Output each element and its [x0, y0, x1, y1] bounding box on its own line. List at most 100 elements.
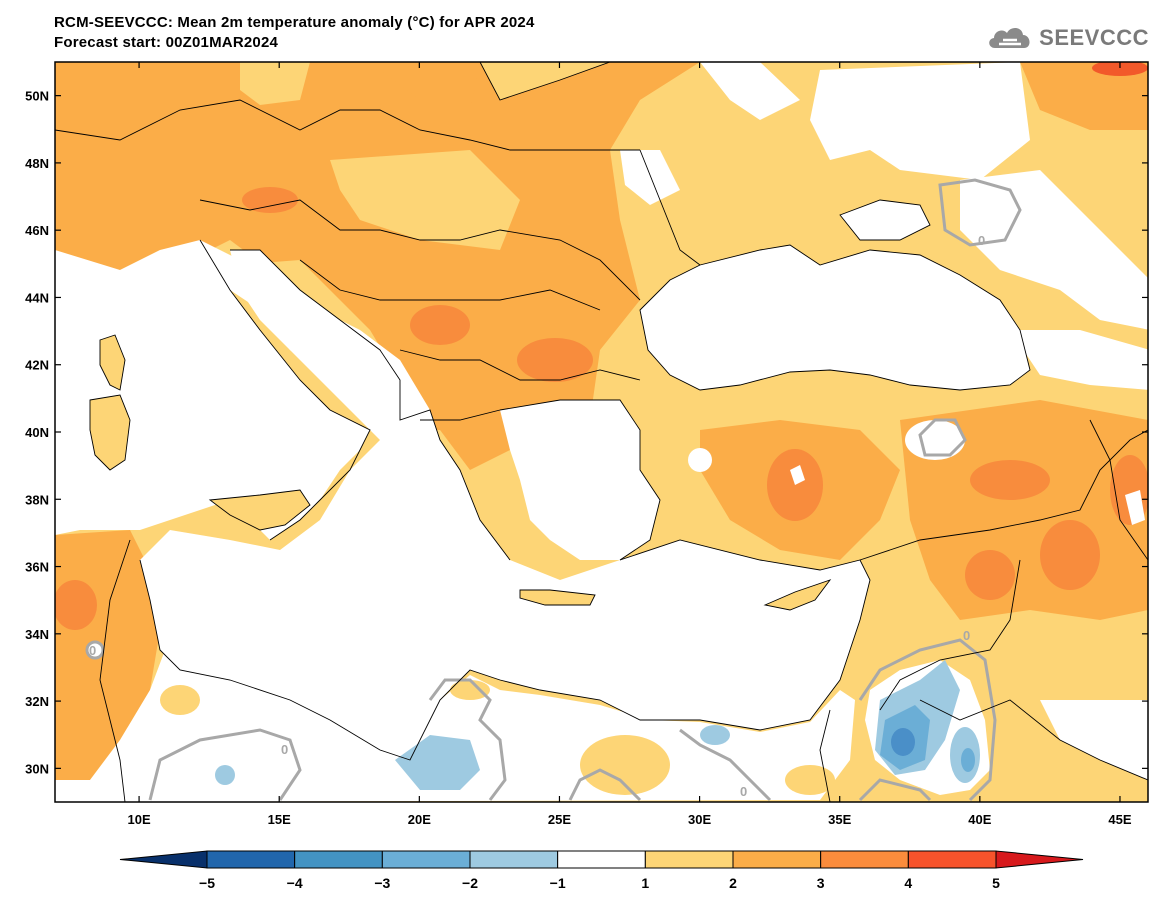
colorbar-label: −5: [199, 875, 215, 891]
zero-contour-libya-east: [428, 678, 507, 801]
zero-contour-egypt: [679, 728, 772, 802]
sea-tyrrhenian: [55, 240, 370, 540]
sea-adriatic: [230, 250, 400, 420]
colorbar-box: [294, 850, 383, 869]
patch-egypt-warm: [580, 735, 670, 795]
patch-sinai-warm: [785, 765, 835, 795]
colorbar-label: −1: [550, 875, 566, 891]
land-crete: [520, 590, 595, 605]
region-neutral-gulf: [1040, 700, 1148, 780]
sea-black: [640, 245, 1030, 390]
patch-neutral-anatolia: [790, 465, 805, 485]
sea-aegean: [500, 400, 660, 560]
lat-tick-label: 38N: [25, 492, 49, 507]
patch-tunisia-warm: [160, 685, 200, 715]
region-anom-2to3-central: [55, 62, 480, 110]
region-neutral-caucasus: [960, 170, 1148, 330]
hotspot-bulgaria: [517, 338, 593, 382]
lon-tick-label: 45E: [1108, 812, 1131, 827]
cold-patch-jordan-3: [891, 728, 915, 756]
contour-label-3: 0: [963, 628, 970, 643]
colorbar-label: 2: [729, 875, 737, 891]
lat-tick-label: 30N: [25, 761, 49, 776]
lon-tick-label: 25E: [548, 812, 571, 827]
lon-axis: 10E 15E 20E 25E 30E 35E 40E 45E: [128, 62, 1132, 827]
lat-axis: 50N 48N 46N 44N 42N 40N 38N 36N 34N 32N 30N: [25, 89, 1148, 776]
hotspot-bosnia: [410, 305, 470, 345]
lon-tick-label: 10E: [128, 812, 151, 827]
map-title: RCM-SEEVCCC: Mean 2m temperature anomaly…: [54, 14, 535, 31]
lat-tick-label: 42N: [25, 358, 49, 373]
lat-tick-label: 40N: [25, 425, 49, 440]
colorbar-box: [732, 850, 822, 869]
lat-tick-label: 36N: [25, 560, 49, 575]
hotspot-east-anatolia: [970, 460, 1050, 500]
patch-libya-warm: [450, 680, 490, 700]
colorbar-box: [907, 850, 997, 869]
region-anom-2to3-russia: [1020, 62, 1148, 130]
hotspot-slovenia: [242, 187, 298, 213]
forecast-start: Forecast start: 00Z01MAR2024: [54, 34, 279, 51]
lat-tick-label: 48N: [25, 156, 49, 171]
lat-tick-label: 44N: [25, 290, 49, 305]
cold-patch-saudi-2: [961, 748, 975, 772]
lon-tick-label: 35E: [828, 812, 851, 827]
lat-tick-label: 34N: [25, 627, 49, 642]
hotspot-russia-edge: [1092, 62, 1148, 76]
colorbar-label: 4: [904, 875, 912, 891]
patch-neutral-turkey-east: [905, 420, 965, 460]
colorbar-max-triangle: [995, 850, 1084, 869]
zero-contour-libya-west: [148, 728, 302, 801]
land-sicily: [210, 490, 310, 530]
colorbar-box: [557, 850, 646, 869]
cold-patch-nile: [700, 725, 730, 745]
lon-tick-label: 30E: [688, 812, 711, 827]
colorbar-label: −3: [374, 875, 390, 891]
contour-label-2: 0: [740, 784, 747, 799]
lat-tick-label: 50N: [25, 89, 49, 104]
lon-tick-label: 20E: [408, 812, 431, 827]
patch-neutral-west-turkey: [688, 448, 712, 472]
contour-label-0: 0: [978, 233, 985, 248]
contour-label-4: 0: [89, 643, 96, 658]
cold-patch-libya: [395, 735, 480, 790]
colorbar-label: 5: [992, 875, 1000, 891]
logo-text: SEEVCCC: [1039, 25, 1149, 50]
colorbar-label: −4: [287, 875, 303, 891]
title-block: RCM-SEEVCCC: Mean 2m temperature anomaly…: [54, 13, 534, 53]
lat-tick-label: 32N: [25, 694, 49, 709]
hotspot-iraq: [1040, 520, 1100, 590]
map-plot-area: 0 0 0 0 0: [55, 62, 1148, 802]
colorbar-box: [381, 850, 471, 869]
zero-contour-caucasus: [938, 178, 1022, 247]
contour-label-1: 0: [281, 742, 288, 757]
cloud-icon: [989, 27, 1030, 48]
hotspot-syria: [965, 550, 1015, 600]
zero-contour-arabia: [858, 638, 997, 802]
colorbar-box: [469, 850, 559, 869]
region-neutral-north: [700, 62, 800, 120]
colorbar-box: [644, 850, 734, 869]
region-neutral-ukraine: [810, 62, 1030, 180]
coastlines-and-borders: [55, 62, 1148, 802]
colorbar-label: −2: [462, 875, 478, 891]
land-corsica: [100, 335, 125, 390]
region-neutral-east: [1010, 330, 1148, 390]
zero-contour-turkey: [918, 418, 967, 457]
zero-contour-sinai: [858, 778, 932, 802]
region-anom-1to2-hungary: [330, 150, 520, 250]
lat-tick-label: 46N: [25, 223, 49, 238]
colorbar-box: [820, 850, 909, 869]
land-cyprus: [765, 580, 830, 610]
lon-tick-label: 15E: [268, 812, 291, 827]
patch-neutral-iran: [1125, 490, 1145, 525]
lon-tick-label: 40E: [968, 812, 991, 827]
colorbar-label: 3: [817, 875, 825, 891]
colorbar-label: 1: [641, 875, 649, 891]
region-neutral-moldova: [620, 150, 680, 205]
seevccc-logo: SEEVCCC: [985, 20, 1149, 56]
zero-contour-egypt-west: [568, 768, 642, 802]
zero-contour-tunisia: [85, 640, 105, 660]
land-sardinia: [90, 395, 130, 470]
